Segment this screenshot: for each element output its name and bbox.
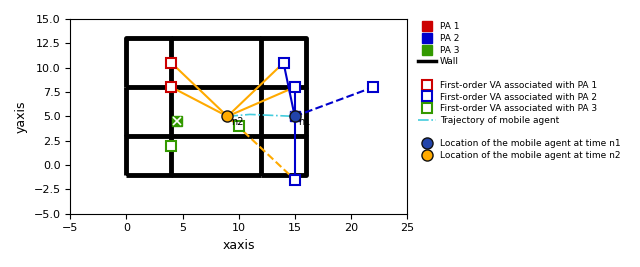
Legend: PA 1, PA 2, PA 3, Wall, , First-order VA associated with PA 1, First-order VA as: PA 1, PA 2, PA 3, Wall, , First-order VA…	[415, 19, 623, 163]
X-axis label: xaxis: xaxis	[223, 239, 255, 252]
Text: n2: n2	[231, 117, 243, 127]
Y-axis label: yaxis: yaxis	[15, 100, 28, 133]
Text: n1: n1	[298, 117, 310, 127]
